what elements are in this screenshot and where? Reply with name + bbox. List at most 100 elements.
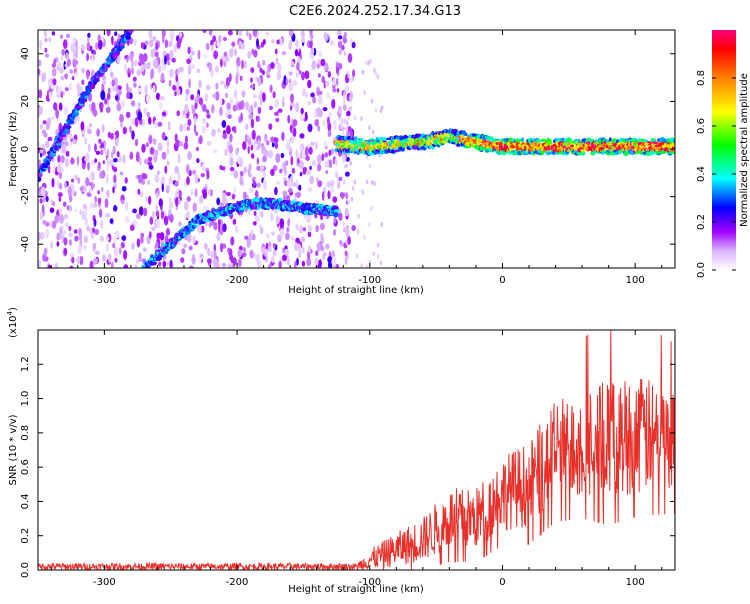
- heatmap-noise-cell: [84, 156, 89, 162]
- heatmap-track-cell: [115, 50, 120, 56]
- heatmap-noise-cell: [317, 90, 323, 96]
- heatmap-noise-cell: [196, 158, 200, 164]
- heatmap-noise-cell: [112, 85, 117, 92]
- heatmap-noise-cell: [135, 259, 140, 264]
- heatmap-noise-cell: [318, 95, 323, 105]
- heatmap-noise-cell: [262, 155, 267, 163]
- heatmap-noise-cell: [274, 111, 278, 116]
- heatmap-noise-cell: [60, 75, 64, 81]
- heatmap-noise-cell: [246, 238, 251, 248]
- heatmap-noise-cell: [100, 90, 106, 101]
- heatmap-noise-cell: [183, 122, 188, 132]
- heatmap-noise-cell: [143, 107, 148, 116]
- snr-series-line: [38, 330, 675, 570]
- heatmap-noise-cell: [248, 187, 254, 193]
- heatmap-noise-cell: [179, 123, 184, 132]
- heatmap-noise-cell: [238, 101, 242, 111]
- heatmap-noise-cell: [324, 160, 330, 168]
- heatmap-noise-cell: [238, 40, 243, 48]
- heatmap-noise-cell: [133, 38, 137, 46]
- heatmap-noise-cell: [242, 191, 247, 200]
- heatmap-noise-cell: [275, 48, 278, 55]
- heatmap-noise-cell: [53, 58, 56, 67]
- heatmap-noise-cell: [279, 218, 285, 229]
- heatmap-noise-cell: [69, 141, 72, 147]
- heatmap-noise-cell: [248, 113, 253, 120]
- heatmap-noise-cell: [165, 227, 171, 236]
- heatmap-noise-cell: [224, 148, 228, 156]
- heatmap-noise-cell: [343, 179, 346, 185]
- heatmap-noise-cell: [70, 42, 76, 53]
- heatmap-noise-cell: [275, 57, 279, 65]
- heatmap-noise-cell: [239, 175, 244, 186]
- heatmap-noise-cell: [250, 144, 254, 151]
- heatmap-noise-cell: [370, 205, 373, 211]
- heatmap-noise-cell: [183, 243, 188, 249]
- heatmap-noise-cell: [69, 69, 73, 74]
- heatmap-noise-cell: [116, 151, 120, 158]
- snr-x-tick-label: 100: [626, 577, 645, 588]
- spectrogram-y-tick-label: 0: [20, 146, 31, 152]
- heatmap-noise-cell: [347, 235, 351, 245]
- heatmap-noise-cell: [203, 54, 208, 59]
- heatmap-noise-cell: [88, 187, 92, 194]
- snr-panel: -300 -200 -100 0 100 0.0 0.2 0.4 0.6 0.8 1.0 1.2 H…: [6, 307, 676, 595]
- heatmap-noise-cell: [322, 107, 328, 112]
- heatmap-noise-cell: [58, 196, 62, 202]
- heatmap-noise-cell: [124, 201, 129, 211]
- heatmap-noise-cell: [290, 155, 294, 166]
- heatmap-noise-cell: [242, 141, 247, 151]
- heatmap-noise-cell: [145, 196, 149, 203]
- heatmap-noise-cell: [63, 247, 68, 256]
- heatmap-noise-cell: [361, 69, 365, 75]
- heatmap-noise-cell: [102, 160, 106, 165]
- heatmap-noise-cell: [368, 221, 371, 227]
- heatmap-noise-cell: [118, 90, 122, 96]
- heatmap-noise-cell: [174, 167, 178, 173]
- heatmap-noise-cell: [129, 52, 134, 62]
- heatmap-noise-cell: [262, 92, 266, 103]
- heatmap-noise-cell: [244, 101, 250, 110]
- snr-y-tick-label: 1.2: [20, 356, 31, 372]
- heatmap-noise-cell: [59, 214, 64, 224]
- heatmap-noise-cell: [177, 153, 181, 164]
- heatmap-track-cell: [118, 45, 125, 49]
- heatmap-noise-cell: [154, 120, 158, 129]
- heatmap-noise-cell: [323, 141, 328, 148]
- heatmap-noise-cell: [195, 131, 199, 136]
- heatmap-track-cell: [415, 142, 421, 146]
- heatmap-noise-cell: [247, 134, 251, 141]
- heatmap-noise-cell: [259, 165, 265, 171]
- heatmap-noise-cell: [255, 115, 259, 122]
- heatmap-noise-cell: [107, 131, 111, 139]
- heatmap-noise-cell: [103, 145, 106, 152]
- heatmap-noise-cell: [271, 256, 275, 263]
- heatmap-noise-cell: [54, 262, 59, 268]
- heatmap-track-cell: [194, 224, 198, 228]
- heatmap-noise-cell: [105, 212, 111, 218]
- heatmap-noise-cell: [93, 257, 98, 265]
- heatmap-noise-cell: [71, 76, 75, 81]
- heatmap-noise-cell: [272, 91, 276, 99]
- heatmap-noise-cell: [175, 190, 180, 199]
- heatmap-noise-cell: [326, 92, 330, 100]
- heatmap-noise-cell: [217, 218, 221, 227]
- heatmap-noise-cell: [250, 67, 255, 73]
- heatmap-noise-cell: [292, 80, 298, 86]
- heatmap-noise-cell: [39, 231, 45, 240]
- heatmap-noise-cell: [62, 39, 68, 50]
- heatmap-noise-cell: [308, 100, 311, 106]
- heatmap-noise-cell: [332, 78, 336, 86]
- heatmap-noise-cell: [336, 77, 339, 86]
- heatmap-noise-cell: [288, 82, 293, 92]
- heatmap-noise-cell: [342, 104, 347, 111]
- heatmap-noise-cell: [250, 153, 255, 159]
- heatmap-noise-cell: [178, 221, 183, 227]
- heatmap-noise-cell: [79, 209, 82, 216]
- heatmap-noise-cell: [265, 233, 271, 239]
- heatmap-noise-cell: [174, 133, 178, 143]
- heatmap-noise-cell: [73, 59, 77, 65]
- heatmap-noise-cell: [201, 163, 206, 172]
- heatmap-noise-cell: [372, 251, 375, 257]
- heatmap-noise-cell: [220, 242, 223, 253]
